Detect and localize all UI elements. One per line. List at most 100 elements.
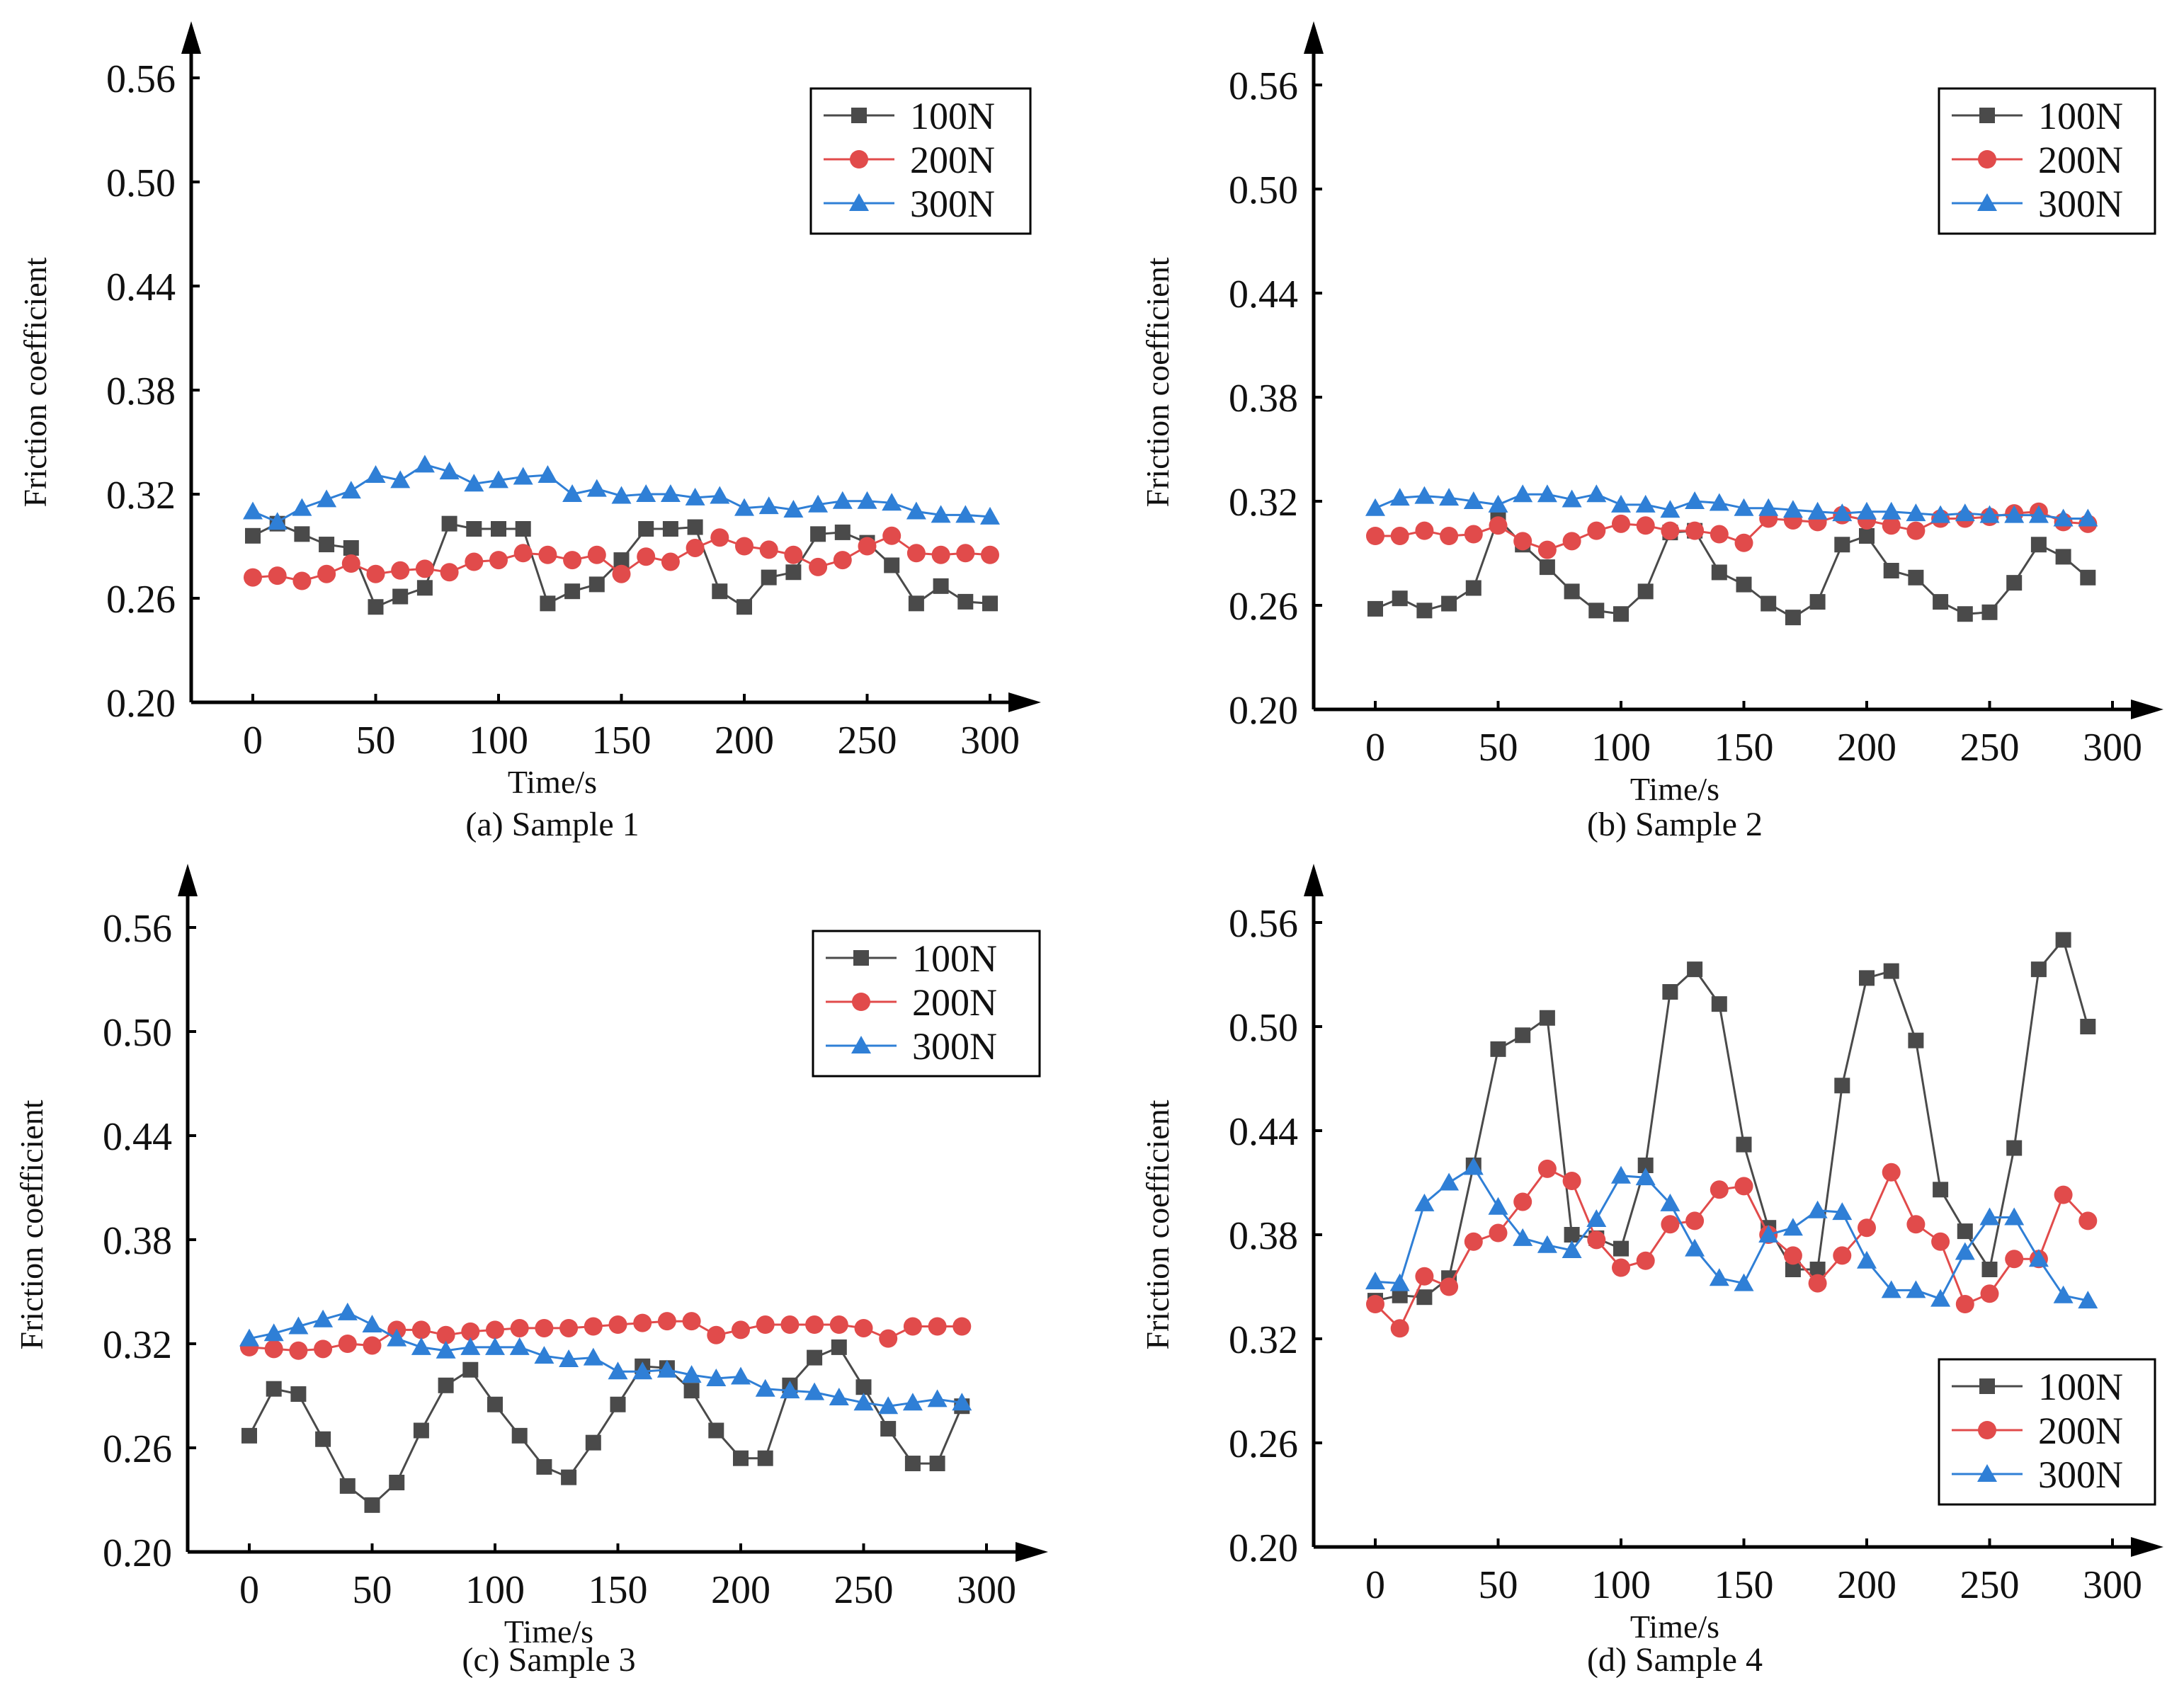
data-point (1980, 1284, 1999, 1303)
data-point (1513, 1192, 1532, 1211)
data-point (1931, 1232, 1950, 1251)
data-point (366, 564, 385, 583)
legend-label: 200N (2038, 1410, 2123, 1452)
series-200N (1366, 1159, 2098, 1338)
data-point (1908, 569, 1924, 586)
data-point (538, 465, 558, 484)
data-point (1881, 1280, 1901, 1298)
data-point (1611, 1165, 1631, 1184)
data-point (1933, 1182, 1949, 1198)
data-point (1586, 1209, 1607, 1227)
x-tick-label: 250 (1960, 1563, 2020, 1607)
data-point (2078, 1211, 2098, 1230)
series-line (1374, 1167, 2089, 1330)
data-point (489, 470, 508, 489)
data-point (1513, 484, 1533, 503)
data-point (292, 571, 312, 590)
y-tick-label: 0.32 (1229, 481, 1298, 525)
data-point (1586, 484, 1607, 503)
data-point (761, 569, 777, 586)
data-point (1906, 503, 1926, 522)
data-point (563, 551, 582, 570)
legend-marker (853, 950, 869, 966)
data-point (1906, 521, 1926, 540)
data-point (1955, 503, 1975, 522)
data-point (288, 1316, 309, 1335)
data-point (804, 1382, 825, 1400)
y-tick-label: 0.50 (106, 161, 176, 205)
series-300N (1365, 1157, 2098, 1309)
data-point (1489, 516, 1508, 535)
y-axis-arrow (1304, 21, 1324, 54)
data-point (365, 465, 386, 484)
chart-caption: (a) Sample 1 (465, 806, 639, 843)
data-point (562, 484, 583, 502)
data-point (928, 1317, 947, 1336)
x-tick-label: 50 (353, 1568, 392, 1612)
legend-box (1938, 87, 2156, 235)
data-point (436, 1325, 455, 1344)
y-tick-label: 0.38 (1229, 1214, 1298, 1258)
legend-box (812, 930, 1041, 1078)
x-tick-label: 250 (838, 719, 897, 763)
data-point (613, 552, 630, 569)
x-tick-label: 300 (2083, 726, 2142, 770)
data-point (638, 521, 654, 537)
data-point (587, 545, 606, 564)
y-tick-label: 0.32 (1229, 1318, 1298, 1362)
data-point (436, 1340, 456, 1359)
data-point (1761, 595, 1777, 612)
x-tick-label: 0 (239, 1568, 259, 1612)
data-point (1832, 1202, 1853, 1221)
data-point (1906, 1280, 1926, 1298)
series-300N (239, 1302, 972, 1415)
data-point (734, 498, 754, 516)
x-tick-label: 100 (1591, 1563, 1651, 1607)
data-point (685, 487, 705, 506)
data-point (854, 1318, 873, 1337)
legend-label: 300N (2038, 1453, 2123, 1496)
legend-label: 100N (2038, 1366, 2123, 1408)
legend-marker (852, 993, 870, 1011)
data-point (929, 1456, 945, 1472)
data-point (908, 595, 924, 612)
data-point (413, 1422, 429, 1439)
data-point (317, 564, 336, 583)
data-point (831, 1339, 847, 1355)
data-point (2030, 537, 2047, 553)
data-point (343, 539, 359, 556)
data-point (416, 580, 433, 596)
data-point (1809, 1262, 1826, 1277)
data-point (1513, 1228, 1533, 1246)
data-point (1858, 1218, 1876, 1238)
data-point (390, 470, 411, 489)
data-point (559, 1318, 579, 1337)
data-point (1465, 580, 1481, 596)
chart-panel-3: 0.20 0.26 0.32 0.38 0.44 0.50 0.56 0 50 100 150 200… (13, 864, 1048, 1679)
x-tick-label: 50 (356, 719, 396, 763)
data-point (264, 1340, 283, 1359)
data-point (933, 578, 949, 594)
data-point (1685, 1211, 1705, 1230)
data-point (2055, 549, 2071, 565)
data-point (411, 1337, 431, 1355)
x-tick-label: 200 (1837, 1563, 1896, 1607)
x-tick-label: 100 (1591, 726, 1651, 770)
y-tick-label: 0.56 (106, 57, 176, 101)
data-point (241, 1427, 257, 1444)
y-axis-arrow (1304, 864, 1324, 896)
legend-label: 300N (912, 1025, 997, 1068)
data-point (904, 1456, 921, 1472)
series-line (1375, 493, 2088, 520)
data-point (611, 486, 632, 504)
data-point (980, 506, 1000, 525)
data-point (1611, 494, 1631, 513)
data-point (465, 552, 484, 571)
y-tick-label: 0.44 (103, 1115, 172, 1159)
data-point (1612, 514, 1630, 533)
data-point (1955, 1242, 1975, 1260)
x-tick-label: 50 (1479, 1563, 1518, 1607)
series-300N (243, 455, 1000, 530)
data-point (758, 496, 779, 515)
